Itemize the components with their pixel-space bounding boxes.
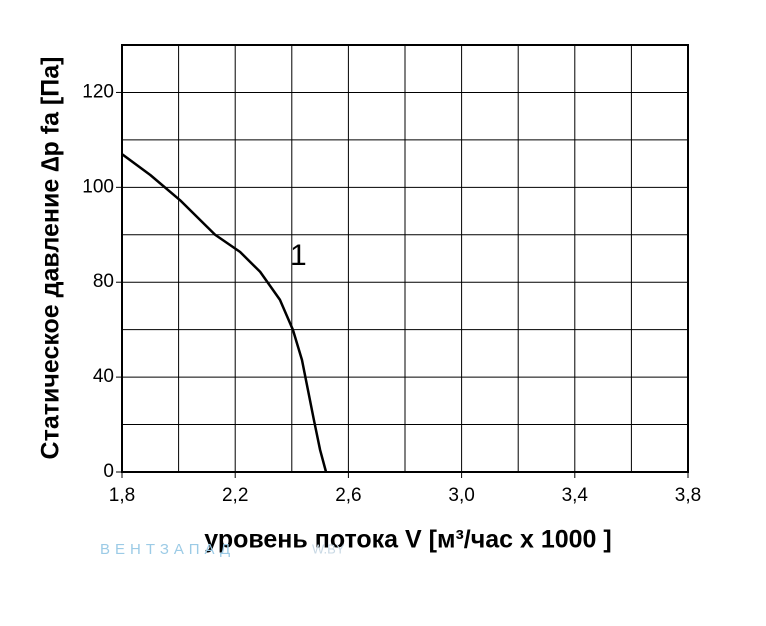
x-tick-label: 3,4 xyxy=(562,485,589,506)
x-tick-label: 2,2 xyxy=(222,485,248,506)
y-axis-label: Статическое давление ∆p fa [Па] xyxy=(37,57,65,460)
x-tick-label: 2,6 xyxy=(335,485,361,506)
y-tick-label: 100 xyxy=(82,176,114,197)
watermark: W.BY xyxy=(312,541,345,556)
y-tick-label: 0 xyxy=(103,461,114,482)
y-tick-label: 40 xyxy=(93,366,114,387)
x-tick-label: 3,0 xyxy=(448,485,474,506)
x-axis-label: уровень потока V [м³/час x 1000 ] xyxy=(204,526,611,554)
y-tick-label: 80 xyxy=(93,271,114,292)
x-tick-label: 3,8 xyxy=(675,485,701,506)
curve-label: 1 xyxy=(290,239,307,272)
watermark: ВЕНТЗАПАД xyxy=(100,541,235,558)
plot-frame xyxy=(121,44,689,473)
curve xyxy=(121,153,328,473)
x-tick-label: 1,8 xyxy=(109,485,135,506)
y-tick-label: 120 xyxy=(82,81,114,102)
